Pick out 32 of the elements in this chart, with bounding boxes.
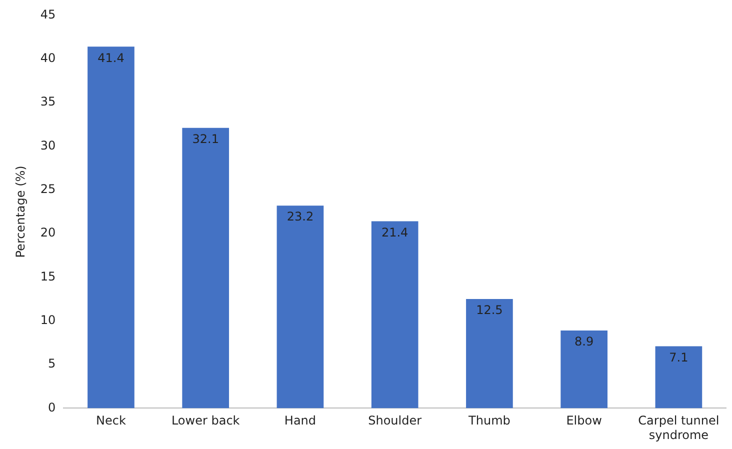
x-tick-label: Thumb [468, 414, 510, 428]
data-label: 23.2 [286, 210, 314, 224]
bar [655, 346, 702, 408]
bar [182, 128, 230, 408]
data-label: 8.9 [574, 334, 594, 349]
bar [88, 46, 134, 408]
y-tick-label: 10 [40, 312, 56, 327]
x-tick-label: Neck [96, 414, 126, 428]
y-tick-label: 30 [40, 138, 56, 152]
y-tick-label: 40 [40, 50, 56, 65]
y-tick-label: 5 [48, 356, 56, 371]
data-label: 21.4 [381, 225, 408, 240]
y-tick-label: 20 [40, 226, 56, 240]
x-tick-label: Carpel tunnel syndrome [638, 414, 720, 442]
x-tick-label: Shoulder [368, 414, 422, 428]
bar [560, 330, 608, 408]
x-tick-label: Lower back [171, 414, 240, 428]
bar [371, 221, 418, 408]
data-label: 41.4 [98, 50, 124, 65]
y-tick-label: 0 [48, 400, 56, 414]
data-label: 32.1 [192, 132, 219, 146]
bar [276, 206, 324, 408]
x-tick-label: Elbow [566, 414, 602, 428]
y-tick-label: 15 [40, 269, 56, 284]
y-tick-label: 25 [40, 182, 56, 196]
y-tick-label: 35 [40, 94, 56, 109]
data-label: 7.1 [669, 350, 688, 364]
y-tick-label: 45 [40, 7, 56, 22]
y-axis-title: Percentage (%) [13, 166, 28, 258]
bar [466, 299, 513, 408]
x-tick-label: Hand [284, 414, 316, 428]
data-label: 12.5 [476, 303, 503, 318]
